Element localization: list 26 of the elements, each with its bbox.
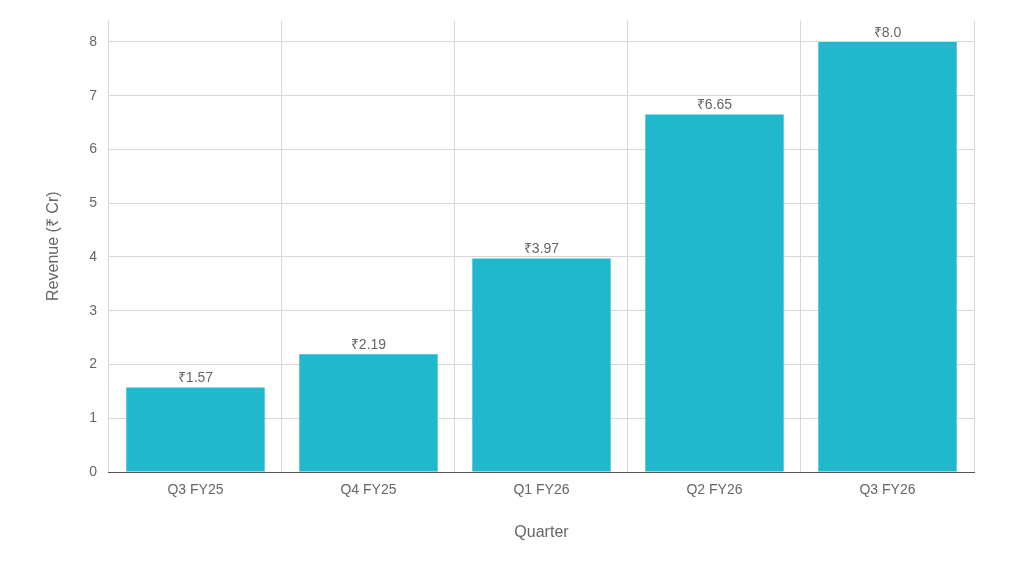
x-tick-label: Q4 FY25 <box>340 481 397 498</box>
data-label: ₹2.19 <box>350 336 387 353</box>
y-tick-label: 3 <box>89 301 98 318</box>
data-label: ₹1.57 <box>177 369 214 386</box>
y-tick-label: 8 <box>89 32 98 49</box>
bar <box>126 387 265 472</box>
data-label: ₹8.0 <box>873 23 902 40</box>
y-tick-label: 6 <box>89 140 98 157</box>
data-label: ₹6.65 <box>696 96 733 113</box>
y-tick-label: 4 <box>89 247 98 264</box>
bar <box>472 258 611 472</box>
bar <box>645 114 784 472</box>
y-tick-label: 5 <box>89 194 98 211</box>
x-tick-label: Q1 FY26 <box>513 481 570 498</box>
y-tick-label: 2 <box>89 355 98 372</box>
x-tick-label: Q3 FY25 <box>167 481 224 498</box>
x-tick-label: Q3 FY26 <box>859 481 916 498</box>
y-axis-title: Revenue (₹ Cr) <box>44 191 62 301</box>
bar <box>818 41 957 472</box>
bar <box>299 354 438 472</box>
x-axis-title: Quarter <box>514 522 570 540</box>
y-tick-label: 7 <box>89 86 98 103</box>
y-tick-label: 0 <box>89 462 98 479</box>
data-label: ₹3.97 <box>523 240 560 257</box>
y-tick-label: 1 <box>89 409 98 426</box>
x-tick-label: Q2 FY26 <box>686 481 743 498</box>
